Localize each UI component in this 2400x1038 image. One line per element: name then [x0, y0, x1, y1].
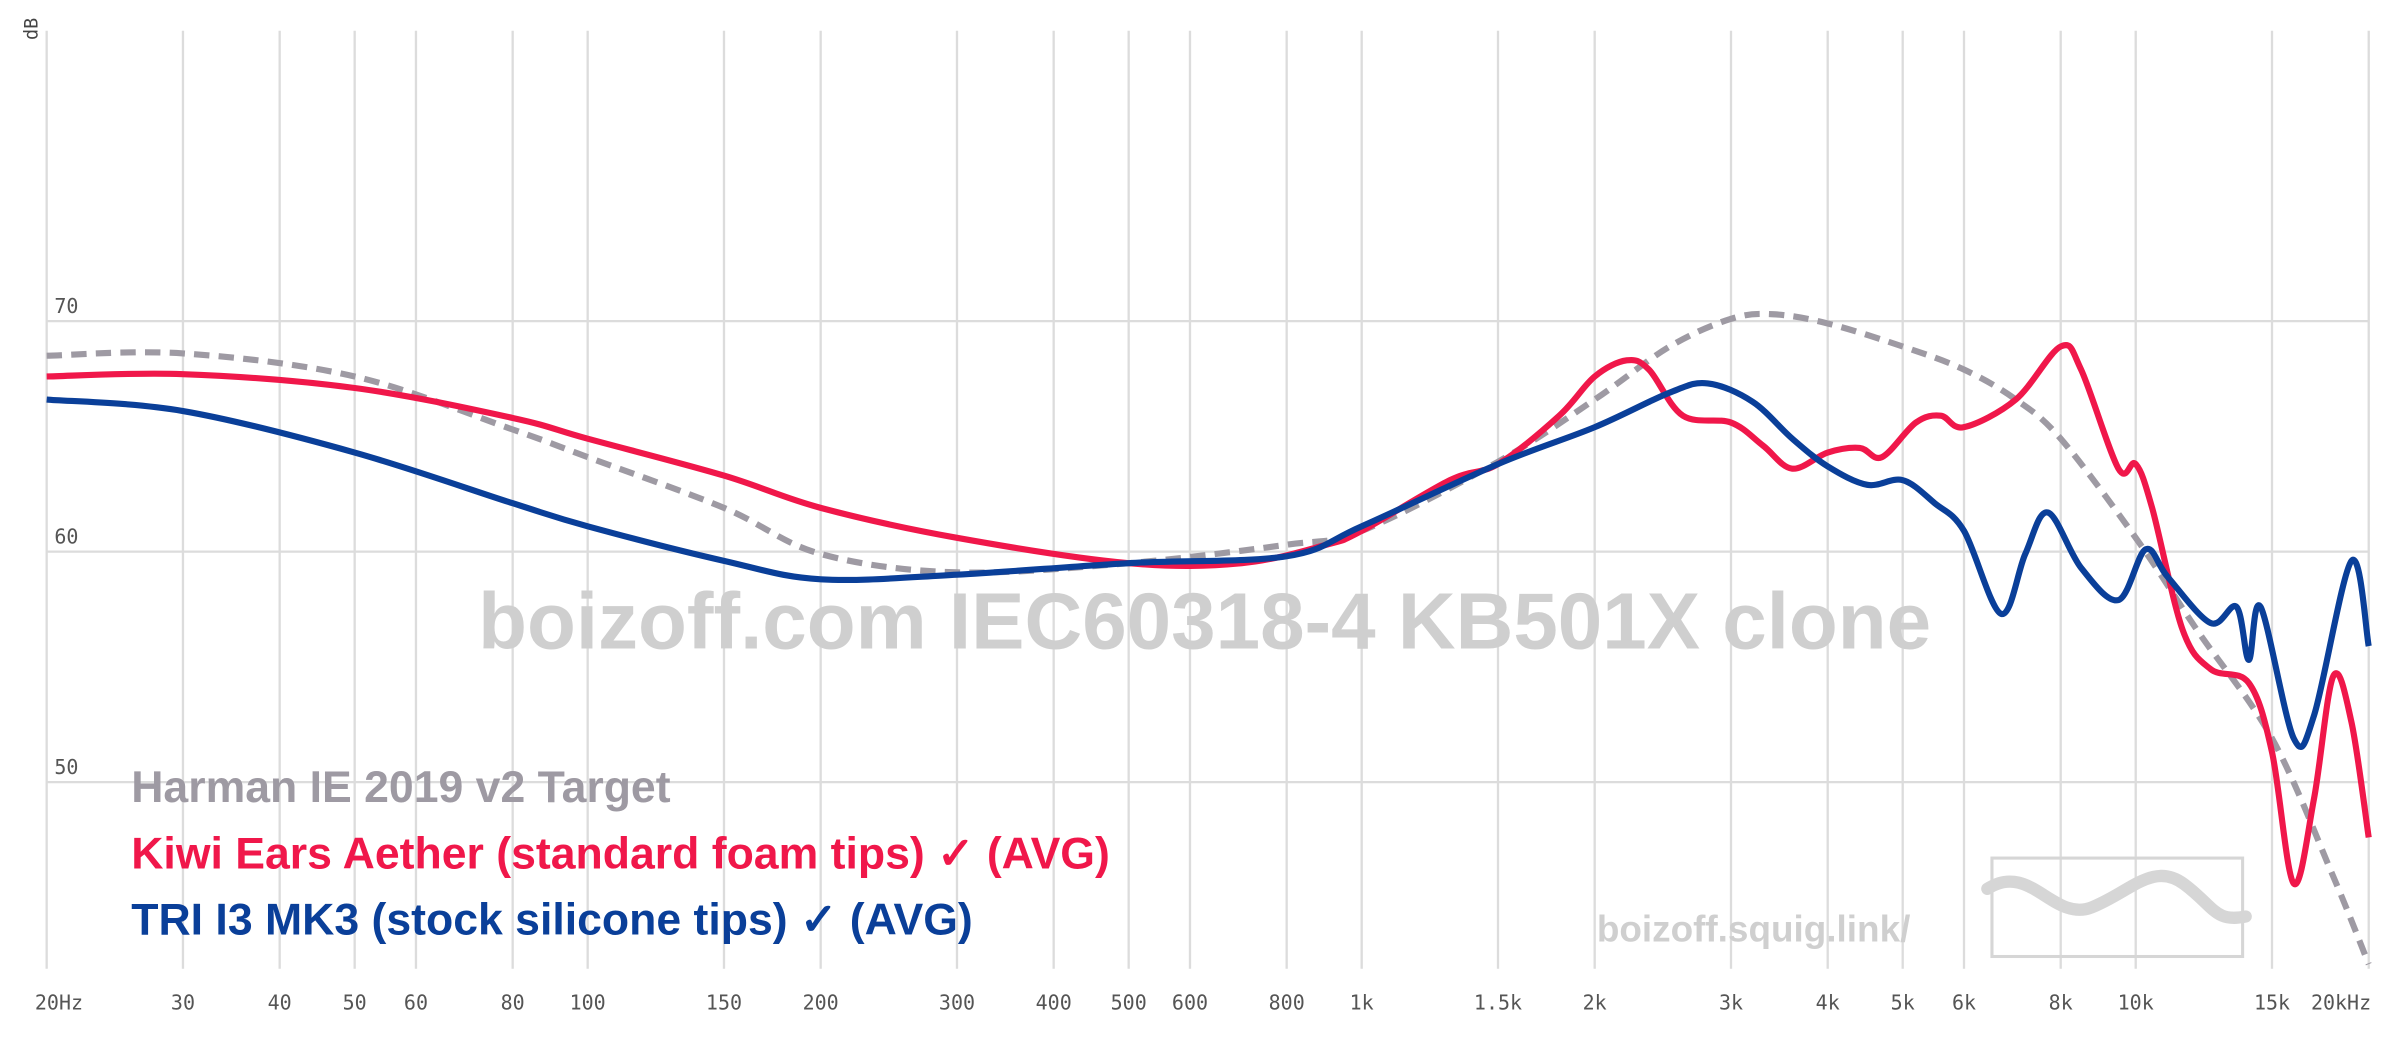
x-tick-label: 1.5k — [1474, 991, 1522, 1015]
x-tick-label: 20Hz — [35, 991, 83, 1015]
y-tick-label: 70 — [54, 294, 78, 318]
x-tick-label: 40 — [268, 991, 292, 1015]
y-tick-label: 60 — [54, 524, 78, 548]
x-tick-label: 300 — [939, 991, 975, 1015]
x-tick-label: 400 — [1036, 991, 1072, 1015]
x-tick-label: 500 — [1111, 991, 1147, 1015]
x-tick-label: 6k — [1952, 991, 1976, 1015]
x-tick-label: 4k — [1816, 991, 1840, 1015]
x-tick-label: 10k — [2118, 991, 2154, 1015]
x-tick-label: 15k — [2254, 991, 2290, 1015]
x-tick-label: 50 — [343, 991, 367, 1015]
watermark: boizoff.com IEC60318-4 KB501X clone — [478, 577, 1931, 666]
x-tick-label: 100 — [570, 991, 606, 1015]
x-tick-label: 200 — [803, 991, 839, 1015]
x-tick-label: 150 — [706, 991, 742, 1015]
x-tick-label: 800 — [1269, 991, 1305, 1015]
x-tick-label: 2k — [1583, 991, 1607, 1015]
curves — [46, 310, 2372, 966]
x-tick-label: 1k — [1350, 991, 1374, 1015]
legend: Harman IE 2019 v2 Target Kiwi Ears Aether… — [131, 763, 1110, 944]
series-line — [46, 342, 2372, 888]
x-tick-label: 3k — [1719, 991, 1743, 1015]
x-tick-label: 8k — [2049, 991, 2073, 1015]
x-tick-label: 30 — [171, 991, 195, 1015]
x-tick-label: 80 — [501, 991, 525, 1015]
grid — [45, 30, 2370, 969]
x-tick-label: 600 — [1172, 991, 1208, 1015]
x-tick-label: 5k — [1891, 991, 1915, 1015]
legend-entry: Harman IE 2019 v2 Target — [131, 763, 670, 812]
x-tick-label: 20kHz — [2311, 991, 2371, 1015]
legend-entry: Kiwi Ears Aether (standard foam tips) ✓ … — [131, 829, 1110, 878]
y-tick-label: 50 — [54, 755, 78, 779]
logo — [1981, 856, 2252, 959]
site-link: boizoff.squig.link/ — [1597, 909, 1911, 950]
logo-squiggle — [1981, 869, 2252, 924]
series-line — [46, 379, 2372, 750]
legend-entry: TRI I3 MK3 (stock silicone tips) ✓ (AVG) — [131, 895, 973, 944]
y-axis-label: dB — [21, 18, 42, 40]
logo-frame — [1990, 856, 2245, 959]
x-tick-label: 60 — [404, 991, 428, 1015]
